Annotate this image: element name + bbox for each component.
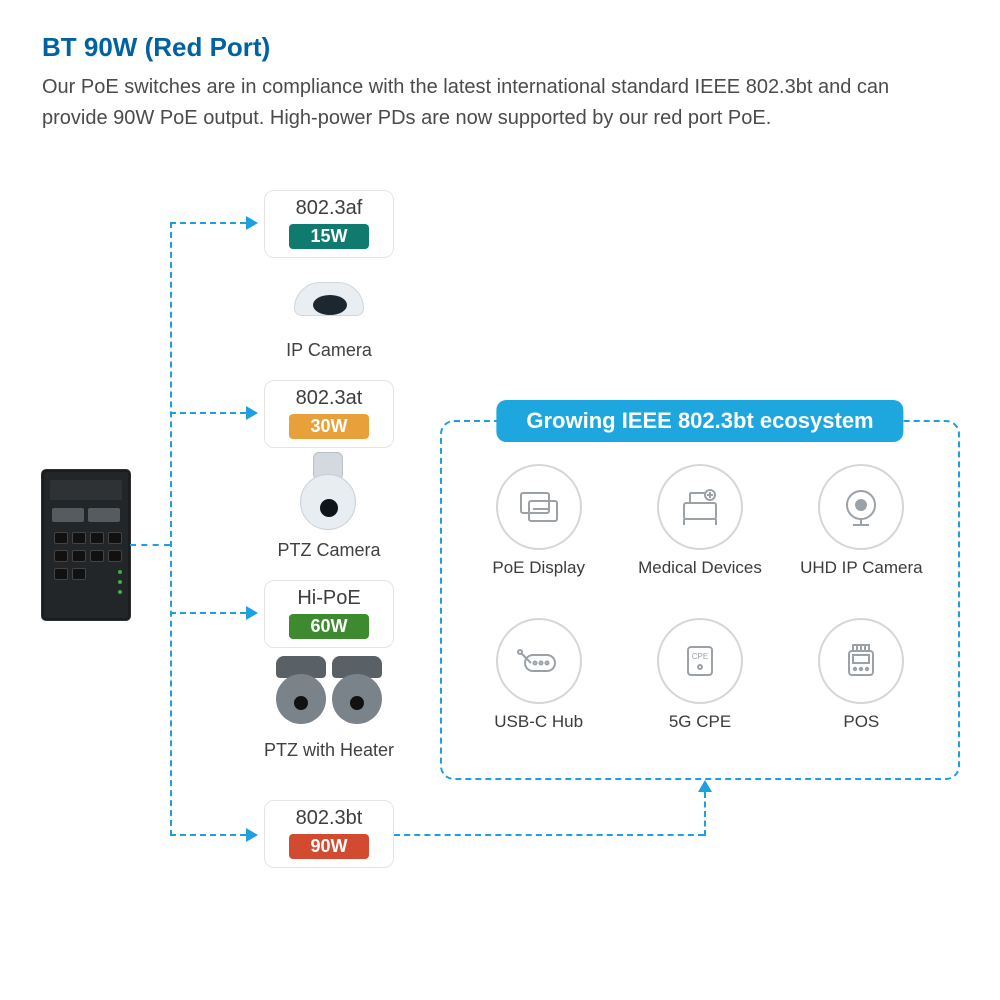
arrow-up-icon (698, 780, 712, 792)
connector-line (130, 544, 170, 546)
arrow-right-icon (246, 406, 258, 420)
usb-hub-icon (496, 618, 582, 704)
ecosystem-item: PoE Display (464, 464, 613, 606)
ecosystem-label: UHD IP Camera (800, 558, 923, 578)
page-title: BT 90W (Red Port) (42, 32, 270, 63)
standard-box-at: 802.3at 30W (264, 380, 394, 448)
poe-switch-device (42, 470, 130, 620)
page-description: Our PoE switches are in compliance with … (42, 72, 952, 134)
ecosystem-title: Growing IEEE 802.3bt ecosystem (496, 400, 903, 442)
ecosystem-label: POS (843, 712, 879, 732)
ecosystem-item: POS (787, 618, 936, 760)
connector-line (170, 222, 172, 836)
ptz-heater-icon (276, 656, 382, 724)
wattage-badge: 90W (289, 834, 369, 859)
ecosystem-item: Medical Devices (625, 464, 774, 606)
medical-icon (657, 464, 743, 550)
wattage-badge: 15W (289, 224, 369, 249)
connector-line (170, 834, 246, 836)
svg-text:CPE: CPE (692, 652, 708, 661)
ecosystem-item: UHD IP Camera (787, 464, 936, 606)
ecosystem-panel: Growing IEEE 802.3bt ecosystem PoE Displ… (440, 420, 960, 780)
standard-box-af: 802.3af 15W (264, 190, 394, 258)
ecosystem-label: Medical Devices (638, 558, 762, 578)
standard-name: Hi-PoE (273, 587, 385, 610)
standard-box-bt: 802.3bt 90W (264, 800, 394, 868)
pos-icon (818, 618, 904, 704)
ecosystem-label: 5G CPE (669, 712, 731, 732)
connector-line (704, 792, 706, 836)
standard-name: 802.3bt (273, 807, 385, 830)
wattage-badge: 60W (289, 614, 369, 639)
cpe-icon: CPE (657, 618, 743, 704)
camera-icon (818, 464, 904, 550)
ip-camera-icon (294, 282, 364, 316)
device-label: PTZ with Heater (254, 740, 404, 761)
connector-line (394, 834, 704, 836)
arrow-right-icon (246, 216, 258, 230)
device-label: IP Camera (264, 340, 394, 361)
device-label: PTZ Camera (264, 540, 394, 561)
ecosystem-label: USB-C Hub (494, 712, 583, 732)
arrow-right-icon (246, 606, 258, 620)
ecosystem-label: PoE Display (492, 558, 585, 578)
ecosystem-item: USB-C Hub (464, 618, 613, 760)
connector-line (170, 222, 246, 224)
ptz-camera-icon (300, 452, 356, 530)
arrow-right-icon (246, 828, 258, 842)
connector-line (170, 612, 246, 614)
wattage-badge: 30W (289, 414, 369, 439)
standard-name: 802.3at (273, 387, 385, 410)
standard-box-hipoe: Hi-PoE 60W (264, 580, 394, 648)
connector-line (170, 412, 246, 414)
display-icon (496, 464, 582, 550)
ecosystem-item: CPE 5G CPE (625, 618, 774, 760)
standard-name: 802.3af (273, 197, 385, 220)
